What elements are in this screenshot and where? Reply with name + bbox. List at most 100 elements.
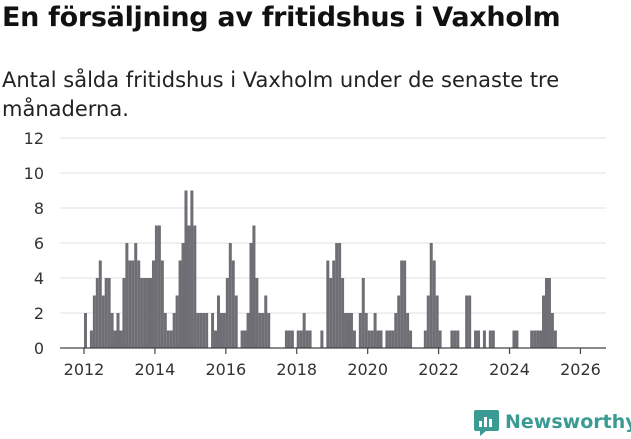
bar	[149, 278, 153, 348]
bar	[146, 278, 150, 348]
x-tick-label: 2016	[205, 360, 246, 379]
bar	[512, 330, 516, 348]
x-tick-label: 2022	[418, 360, 459, 379]
x-tick-label: 2020	[347, 360, 388, 379]
bar	[373, 313, 377, 348]
bar	[160, 260, 164, 348]
x-tick-label: 2018	[276, 360, 317, 379]
bar	[258, 313, 262, 348]
newsworthy-logo-icon	[474, 409, 499, 436]
x-tick-label: 2012	[64, 360, 105, 379]
bar	[89, 330, 93, 348]
bar	[199, 313, 203, 348]
bar	[113, 330, 117, 348]
bar	[134, 243, 138, 348]
bar	[154, 225, 158, 348]
bar	[157, 225, 161, 348]
bar	[456, 330, 460, 348]
y-tick-label: 0	[34, 339, 44, 358]
bar	[542, 295, 546, 348]
bar	[131, 260, 135, 348]
bar	[104, 278, 108, 348]
bar	[101, 295, 105, 348]
bar	[397, 295, 401, 348]
page-title: En försäljning av fritidshus i Vaxholm	[2, 2, 561, 33]
bar	[196, 313, 200, 348]
bar	[550, 313, 554, 348]
bar	[255, 278, 259, 348]
data-labels: 1	[580, 0, 590, 4]
bar	[228, 243, 232, 348]
y-tick-label: 12	[24, 129, 44, 148]
bar	[219, 313, 223, 348]
bar	[166, 330, 170, 348]
bar	[391, 330, 395, 348]
y-tick-label: 2	[34, 304, 44, 323]
bar	[435, 295, 439, 348]
bar	[438, 330, 442, 348]
bar	[190, 190, 194, 348]
bar	[341, 278, 345, 348]
y-tick-label: 8	[34, 199, 44, 218]
bar	[163, 313, 167, 348]
bar	[364, 313, 368, 348]
bar	[211, 313, 215, 348]
bar	[426, 295, 430, 348]
bar	[302, 313, 306, 348]
newsworthy-logo: Newsworthy	[474, 406, 631, 438]
bar	[338, 243, 342, 348]
bar	[491, 330, 495, 348]
bar	[533, 330, 537, 348]
bar	[403, 260, 407, 348]
bar	[423, 330, 427, 348]
bar	[515, 330, 519, 348]
bar	[246, 313, 250, 348]
bar	[332, 260, 336, 348]
x-tick-labels: 2012 2014 2016 2018 2020 2022 2024 2026	[64, 348, 601, 379]
bar	[143, 278, 147, 348]
bar	[544, 278, 548, 348]
bar	[187, 225, 191, 348]
bar	[172, 313, 176, 348]
bar	[178, 260, 182, 348]
bar	[344, 313, 348, 348]
y-tick-label: 4	[34, 269, 44, 288]
x-tick-label: 2014	[135, 360, 176, 379]
highlight-value-label: 1	[580, 0, 590, 4]
page-subtitle: Antal sålda fritidshus i Vaxholm under d…	[2, 68, 560, 121]
bar	[465, 295, 469, 348]
x-tick-label: 2024	[489, 360, 530, 379]
bar	[98, 260, 102, 348]
bar	[394, 313, 398, 348]
bar	[252, 225, 256, 348]
bar	[122, 278, 126, 348]
bar	[151, 260, 155, 348]
bar	[388, 330, 392, 348]
bar	[287, 330, 291, 348]
bar	[110, 313, 114, 348]
bar	[175, 295, 179, 348]
bar	[370, 330, 374, 348]
bar	[216, 295, 220, 348]
bar	[379, 330, 383, 348]
bar	[329, 278, 333, 348]
bar	[267, 313, 271, 348]
bar	[376, 330, 380, 348]
bar	[539, 330, 543, 348]
bar	[429, 243, 433, 348]
bar	[116, 313, 120, 348]
bar	[202, 313, 206, 348]
bar	[547, 278, 551, 348]
bar	[290, 330, 294, 348]
bar	[169, 330, 173, 348]
bar	[346, 313, 350, 348]
bar	[553, 330, 557, 348]
bar	[184, 190, 188, 348]
bar	[536, 330, 540, 348]
bar	[234, 295, 238, 348]
bar	[95, 278, 99, 348]
bar	[335, 243, 339, 348]
bar	[320, 330, 324, 348]
bar	[400, 260, 404, 348]
